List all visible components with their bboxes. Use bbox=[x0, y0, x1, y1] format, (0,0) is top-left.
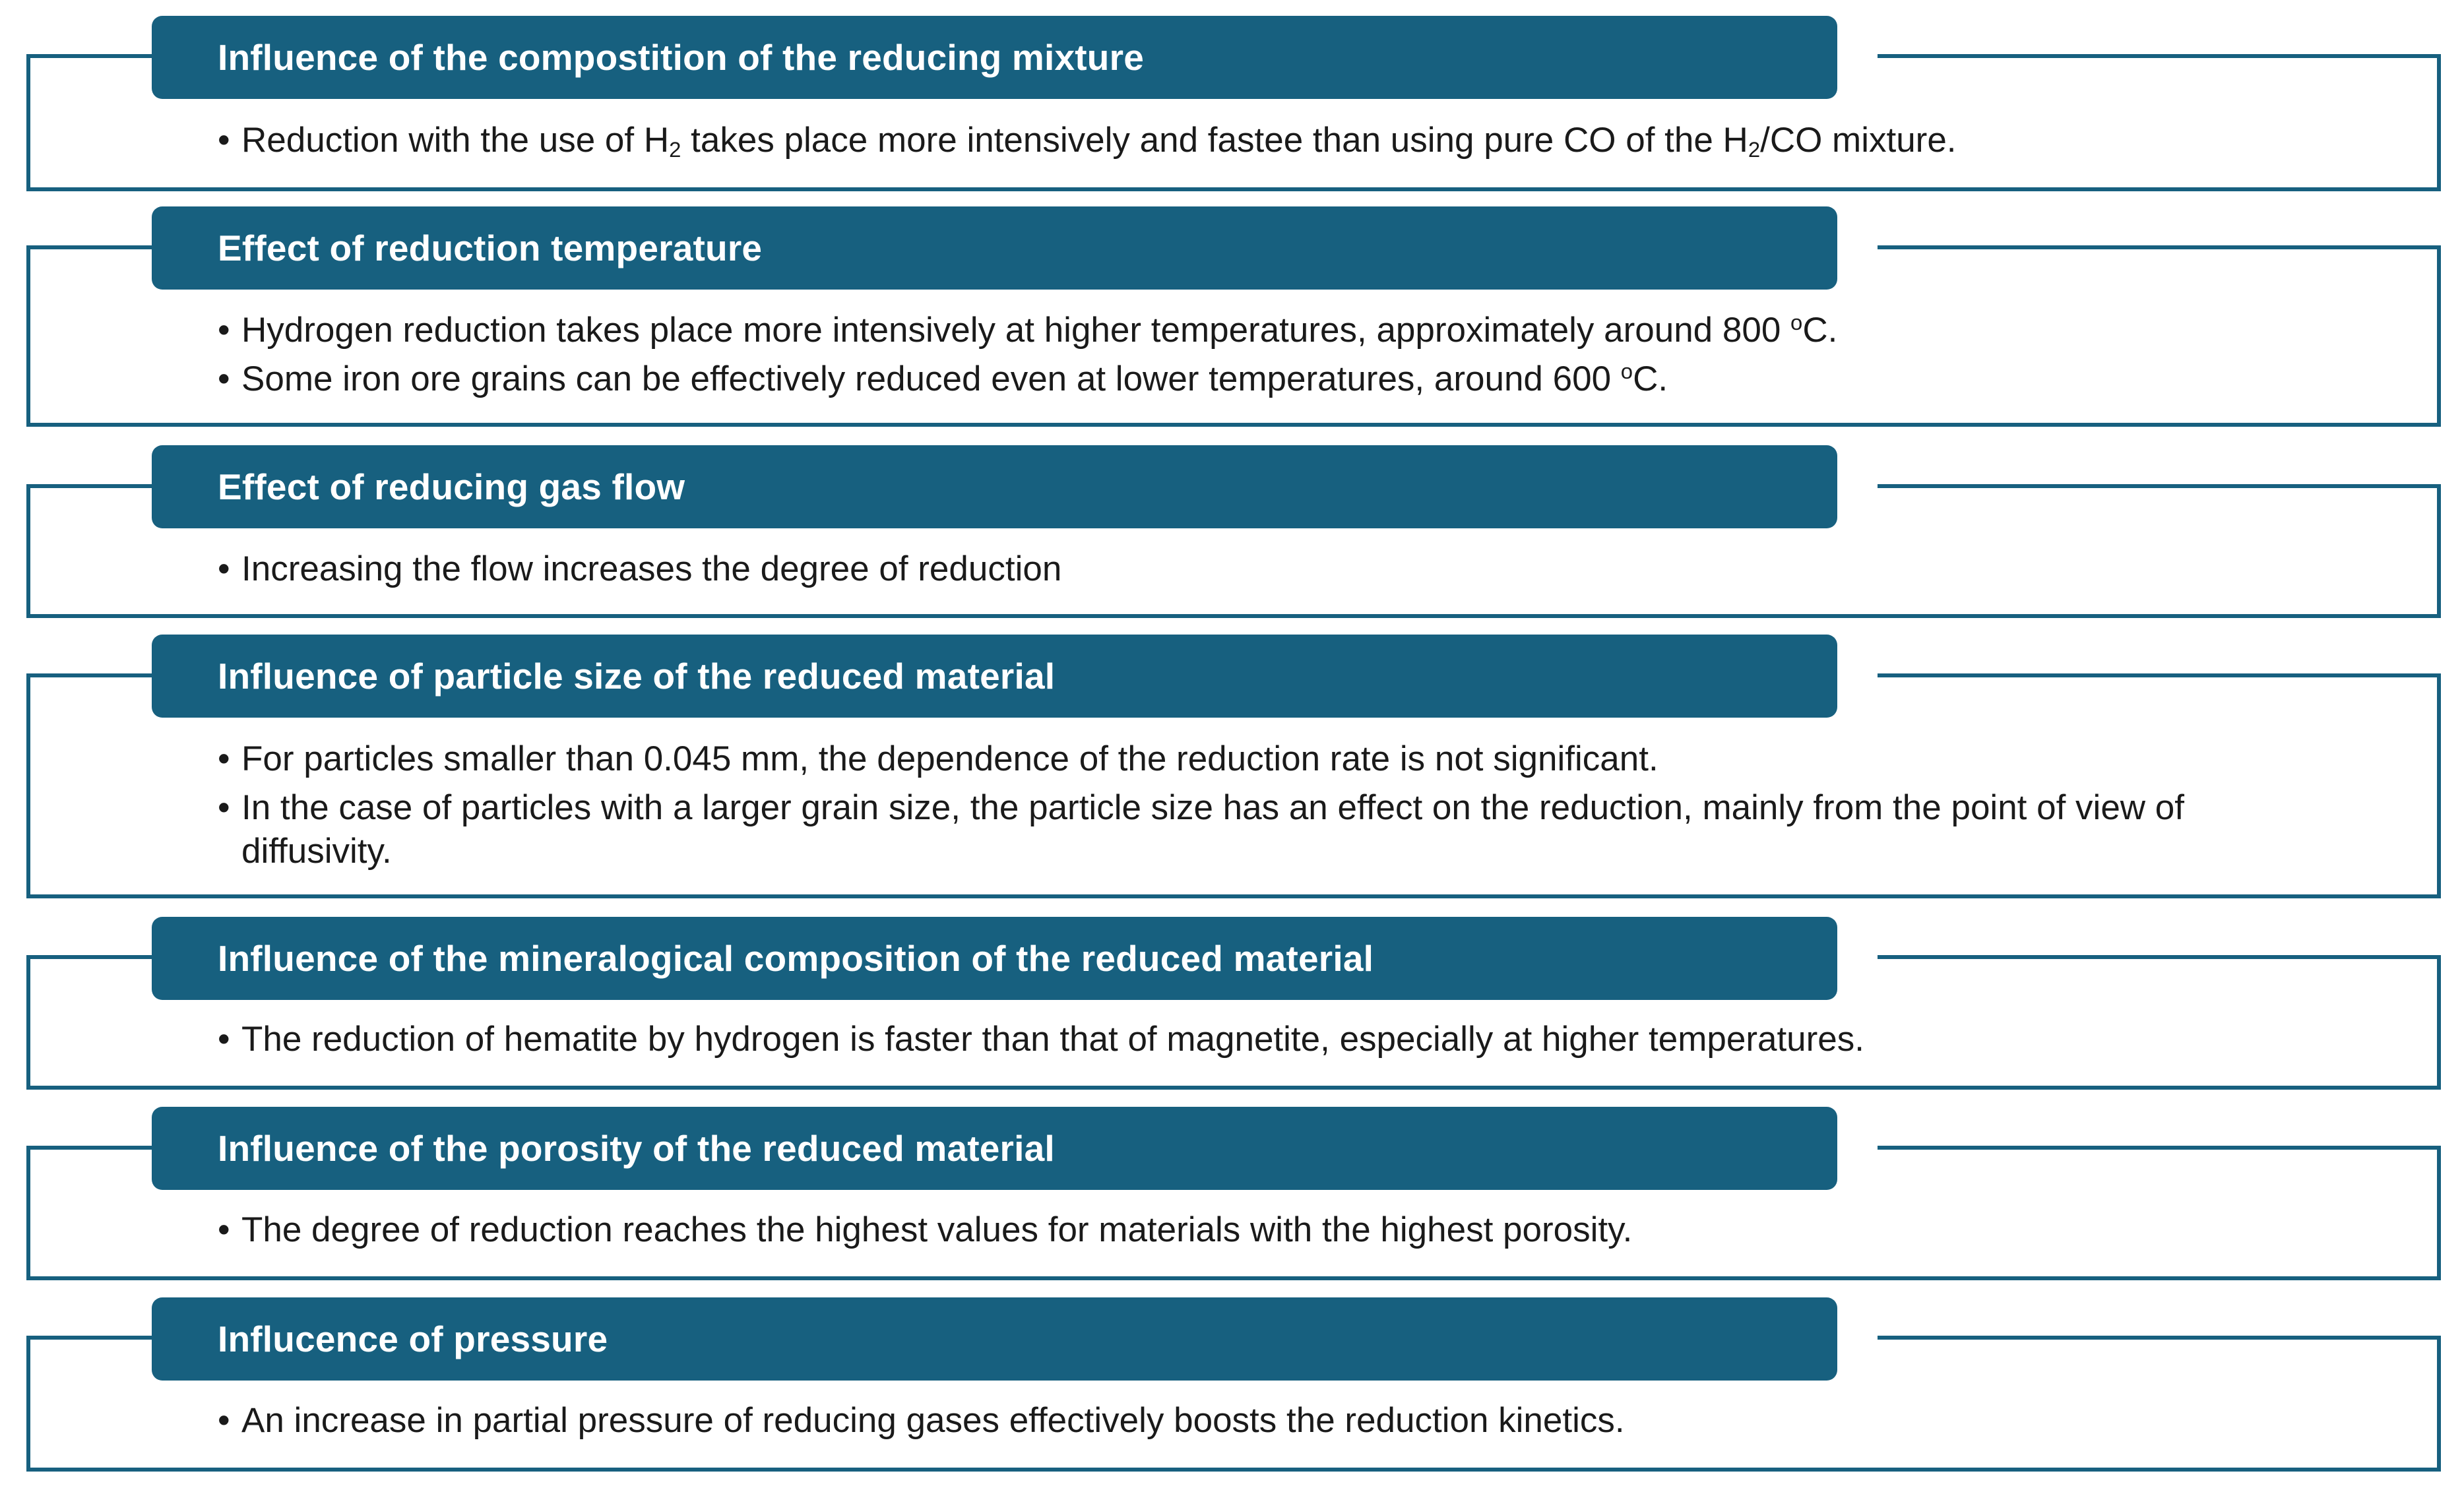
bullet-item: • The reduction of hematite by hydrogen … bbox=[218, 1018, 2236, 1061]
bullet-text-part: C. bbox=[1802, 311, 1838, 350]
section-title: Influence of particle size of the reduce… bbox=[218, 656, 1056, 697]
section-header: Effect of reducing gas flow bbox=[152, 445, 1837, 528]
bullet-item: • In the case of particles with a larger… bbox=[218, 786, 2236, 873]
bullet-text-part: C. bbox=[1633, 359, 1668, 398]
bullet-text-part: /CO mixture. bbox=[1760, 121, 1957, 160]
subscript-text: 2 bbox=[1748, 137, 1761, 162]
bullet-list: • For particles smaller than 0.045 mm, t… bbox=[218, 737, 2236, 873]
bullet-marker: • bbox=[218, 1020, 230, 1059]
section-header: Influence of particle size of the reduce… bbox=[152, 635, 1837, 718]
section-title: Influcence of pressure bbox=[218, 1319, 608, 1359]
bullet-list: • Increasing the flow increases the degr… bbox=[218, 547, 2236, 591]
bullet-text-part: Reduction with the use of H bbox=[241, 121, 670, 160]
bullet-item: • An increase in partial pressure of red… bbox=[218, 1399, 2236, 1443]
bullet-item: • Hydrogen reduction takes place more in… bbox=[218, 309, 2236, 352]
bullet-list: • Hydrogen reduction takes place more in… bbox=[218, 309, 2236, 401]
section-title: Effect of reducing gas flow bbox=[218, 466, 685, 507]
section-title: Influence of the porosity of the reduced… bbox=[218, 1128, 1055, 1169]
bullet-list: • The reduction of hematite by hydrogen … bbox=[218, 1018, 2236, 1061]
bullet-item: • The degree of reduction reaches the hi… bbox=[218, 1208, 2236, 1252]
bullet-list: • Reduction with the use of H2 takes pla… bbox=[218, 119, 2236, 162]
section-header: Influence of the porosity of the reduced… bbox=[152, 1107, 1837, 1190]
section-header: Influence of the compostition of the red… bbox=[152, 16, 1837, 99]
bullet-text: For particles smaller than 0.045 mm, the… bbox=[241, 739, 1658, 778]
bullet-item: • Some iron ore grains can be effectivel… bbox=[218, 357, 2236, 401]
bullet-item: • Reduction with the use of H2 takes pla… bbox=[218, 119, 2236, 162]
bullet-marker: • bbox=[218, 121, 230, 160]
bullet-marker: • bbox=[218, 359, 230, 398]
bullet-marker: • bbox=[218, 1401, 230, 1440]
degree-superscript: o bbox=[1790, 309, 1803, 334]
bullet-item: • For particles smaller than 0.045 mm, t… bbox=[218, 737, 2236, 781]
bullet-text: The degree of reduction reaches the high… bbox=[241, 1210, 1633, 1249]
bullet-marker: • bbox=[218, 739, 230, 778]
bullet-marker: • bbox=[218, 549, 230, 588]
bullet-item: • Increasing the flow increases the degr… bbox=[218, 547, 2236, 591]
bullet-text-part: takes place more intensively and fastee … bbox=[681, 121, 1748, 160]
degree-superscript: o bbox=[1620, 358, 1633, 383]
bullet-text-part: Some iron ore grains can be effectively … bbox=[241, 359, 1621, 398]
bullet-text: Increasing the flow increases the degree… bbox=[241, 549, 1062, 588]
section-title: Effect of reduction temperature bbox=[218, 228, 763, 268]
section-header: Influence of the mineralogical compositi… bbox=[152, 917, 1837, 1000]
section-header: Influcence of pressure bbox=[152, 1297, 1837, 1381]
bullet-text: In the case of particles with a larger g… bbox=[241, 788, 2184, 871]
bullet-text: An increase in partial pressure of reduc… bbox=[241, 1401, 1625, 1440]
subscript-text: 2 bbox=[669, 137, 681, 162]
bullet-marker: • bbox=[218, 311, 230, 350]
section-title: Influence of the compostition of the red… bbox=[218, 37, 1144, 78]
bullet-text-part: Hydrogen reduction takes place more inte… bbox=[241, 311, 1791, 350]
bullet-marker: • bbox=[218, 788, 230, 827]
bullet-marker: • bbox=[218, 1210, 230, 1249]
section-header: Effect of reduction temperature bbox=[152, 206, 1837, 290]
bullet-list: • An increase in partial pressure of red… bbox=[218, 1399, 2236, 1443]
section-title: Influence of the mineralogical compositi… bbox=[218, 938, 1374, 979]
bullet-text: The reduction of hematite by hydrogen is… bbox=[241, 1020, 1864, 1059]
bullet-list: • The degree of reduction reaches the hi… bbox=[218, 1208, 2236, 1252]
